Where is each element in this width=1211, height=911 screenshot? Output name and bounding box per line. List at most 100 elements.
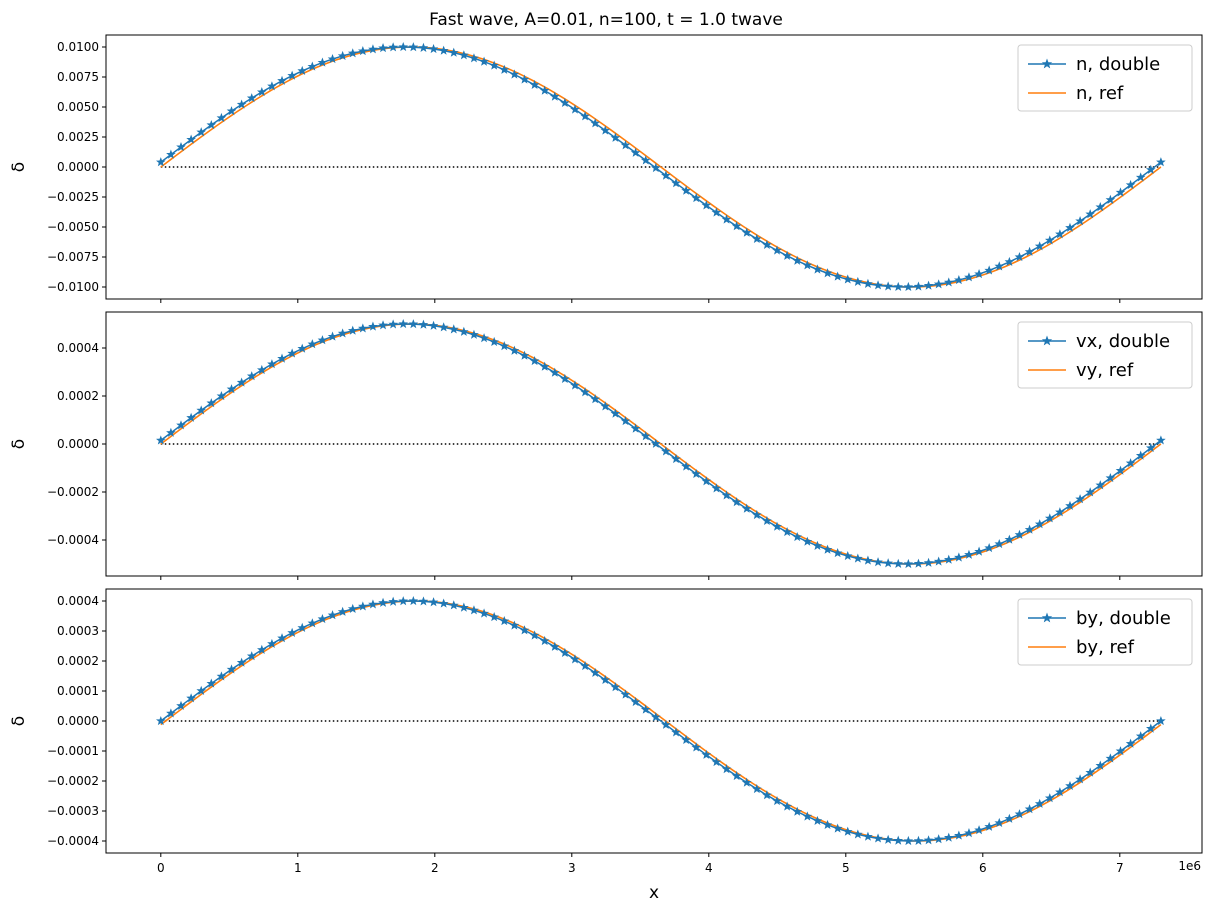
series-double-point [954,830,964,840]
series-double-point [782,801,792,811]
series-double-point [347,325,358,335]
series-double-point [701,476,712,486]
series-double-point [943,554,954,564]
series-double-point [549,91,560,101]
series-double-point [974,546,984,556]
series-double-point [287,348,297,358]
series-double-point [226,664,237,674]
series-double-point [772,245,782,255]
series-double-point [782,526,792,537]
series-double-point [650,162,661,173]
series-double-point [1075,494,1085,504]
series-double-point [287,627,297,637]
series-double-point [398,41,409,52]
series-double-point [529,630,540,640]
series-double-point [560,373,570,384]
series-double-point [1055,229,1065,239]
series-double-point [479,333,489,343]
series-double-point [368,599,378,609]
series-double-point [711,756,722,767]
series-double-point [1145,164,1156,174]
series-double-point [762,790,772,800]
series-double-point [297,622,308,632]
legend-label-ref: n, ref [1076,83,1124,104]
series-double-point [257,86,267,97]
series-double-point [297,65,308,76]
series-double-point [1004,256,1015,266]
series-double-point [630,696,641,707]
series-double-point [176,142,186,152]
series-double-point [1034,798,1045,808]
series-double-point [863,831,873,841]
series-double-point [802,536,813,546]
series-double-point [640,155,651,165]
series-double-point [873,833,883,843]
series-double-point [428,43,439,54]
series-double-point [822,819,833,830]
series-double-point [873,280,883,290]
series-double-point [580,660,590,671]
series-double-point [620,689,631,699]
y-tick-label: 0.0002 [57,654,99,668]
y-tick-label: −0.0003 [47,804,99,818]
y-tick-label: −0.0002 [47,774,99,788]
series-double-point [1055,507,1065,517]
series-double-point [539,85,550,95]
y-tick-label: 0.0000 [57,160,99,174]
series-double-point [327,610,338,620]
y-tick-label: 0.0001 [57,684,99,698]
series-double-point [418,596,429,606]
y-tick-label: 0.0050 [57,100,99,114]
series-double-point [438,45,449,55]
series-double-point [1044,235,1055,245]
series-double-point [1024,246,1035,256]
series-double-point [1145,442,1156,453]
legend-label-double: n, double [1076,54,1160,75]
series-double-point [792,255,803,265]
series-double-point [307,61,318,71]
series-double-point [650,712,661,722]
series-double-point [802,811,813,821]
legend-box [1017,321,1193,389]
series-double-point [1105,753,1116,763]
series-double-point [398,318,409,329]
series-double-point [701,200,712,210]
series-double-point [388,42,398,52]
series-double-point [479,608,489,618]
x-tick-label: 1 [294,861,302,875]
series-double-point [1095,480,1106,490]
x-tick-label: 7 [1116,861,1124,875]
series-double-point [630,423,641,433]
series-double-point [1085,209,1095,219]
series-double-point [388,596,398,606]
series-double-point [640,704,651,714]
series-double-point [1075,774,1085,784]
y-tick-label: −0.0075 [47,250,99,264]
series-double-point [155,157,166,167]
series-double-point [883,558,893,568]
series-double-point [933,834,944,844]
series-double-point [954,275,964,285]
series-double-point [236,657,247,667]
series-double-point [600,125,611,135]
series-double-point [812,815,823,826]
series-double-point [610,132,621,142]
series-double-point [741,503,752,513]
series-double-point [277,633,287,643]
y-axis-label: δ [9,162,29,172]
series-double-point [206,398,217,408]
series-double-point [408,319,419,329]
series-double-point [196,685,207,695]
series-double-point [509,345,520,355]
series-double-point [398,596,409,606]
x-tick-label: 0 [157,861,165,875]
x-tick-label: 4 [705,861,713,875]
series-double-point [307,618,318,628]
y-tick-label: 0.0004 [57,594,99,608]
series-double-point [772,795,782,806]
series-double-point [307,339,318,349]
series-double-point [620,140,631,150]
series-double-point [580,111,590,121]
series-double-point [560,647,570,658]
series-double-point [933,279,944,289]
